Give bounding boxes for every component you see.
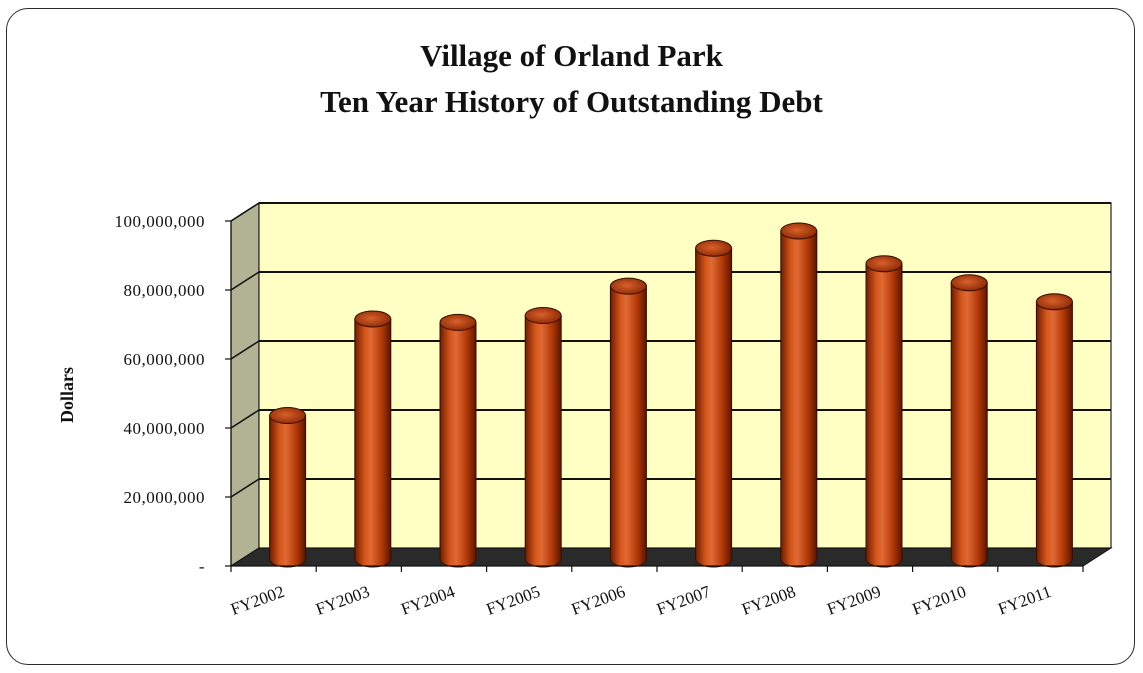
gridline-side [230,478,260,498]
x-tick-label: FY2010 [910,582,969,619]
y-tick-label: 20,000,000 [124,488,206,507]
x-axis: FY2002 FY2003 FY2004 FY2005 FY2006 FY2007 FY20… [228,565,1084,619]
bar [269,407,307,568]
x-tick-label: FY2003 [313,582,372,619]
chart-title: Village of Orland Park [420,38,723,73]
y-tick-label: - [199,557,205,576]
chart-subtitle: Ten Year History of Outstanding Debt [320,84,823,119]
bar [354,310,392,568]
x-tick-label: FY2004 [398,582,457,619]
y-axis-label: Dollars [57,367,77,423]
x-tick-label: FY2009 [824,582,883,619]
bar [950,274,988,568]
side-wall [230,201,260,568]
bar [865,255,903,568]
y-axis: - 20,000,000 40,000,000 60,000,000 80,000,00… [115,212,232,576]
gridline-side [230,340,260,360]
bar [439,313,477,568]
gridline-side [230,409,260,429]
y-tick-label: 60,000,000 [124,350,206,369]
bar [609,277,647,568]
x-tick-label: FY2007 [654,582,713,619]
bar [524,307,562,568]
x-tick-label: FY2006 [569,582,628,619]
bar [695,239,733,568]
x-tick-label: FY2005 [484,582,543,619]
x-tick-label: FY2011 [995,582,1053,619]
x-tick-label: FY2002 [228,582,287,619]
bar [1035,293,1073,568]
gridline-side [230,202,260,222]
y-tick-label: 40,000,000 [124,419,206,438]
x-tick-label: FY2008 [739,582,798,619]
bar [780,222,818,568]
y-tick-label: 80,000,000 [124,281,206,300]
gridline-side [230,271,260,291]
y-tick-label: 100,000,000 [115,212,206,231]
bar-series [269,222,1073,568]
